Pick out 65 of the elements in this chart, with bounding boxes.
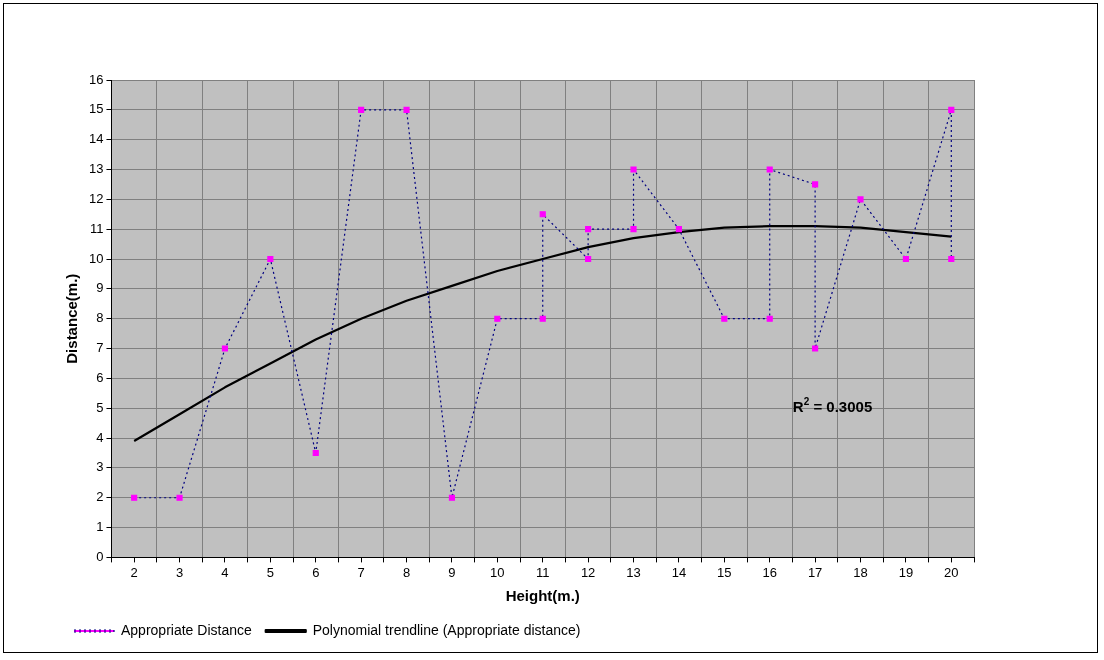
x-tick-label: 3 [175,564,184,580]
point [766,315,773,322]
x-tick-label: 20 [944,564,959,580]
x-tick-label: 7 [357,564,365,580]
x-tick-label: 2 [130,564,138,580]
point [675,226,682,233]
y-tick-label: 8 [96,310,104,326]
x-tick-label: 4 [221,564,229,580]
point [721,315,728,322]
point [630,226,637,233]
point [358,106,365,113]
x-tick-label: 8 [402,564,411,580]
y-tick-label: 12 [88,190,104,206]
legend-label: Polynomial trendline (Appropriate distance) [312,621,581,638]
y-tick-label: 4 [96,429,104,445]
point [902,255,909,263]
point [403,106,410,113]
y-tick-label: 7 [96,340,104,356]
y-tick-label: 10 [88,250,104,266]
y-tick-label: 13 [88,161,104,177]
x-tick-label: 19 [898,564,914,580]
point [630,166,637,173]
point [312,449,319,457]
point [948,255,955,263]
y-tick-label: 3 [96,459,104,475]
x-tick-label: 14 [671,564,687,580]
point [948,106,955,113]
x-tick-label: 15 [717,564,732,580]
x-tick-label: 6 [312,564,320,580]
point [585,226,592,233]
y-tick-label: 16 [88,71,104,87]
x-tick-label: 10 [490,564,505,580]
point [131,494,138,501]
point [448,494,456,501]
y-tick-label: 9 [96,280,104,296]
point [812,181,819,188]
x-tick-label: 12 [580,564,596,580]
y-tick-label: 11 [89,220,104,236]
x-tick-label: 17 [807,564,823,580]
point [494,315,501,322]
y-tick-label: 5 [96,399,104,415]
point [539,211,546,218]
y-tick-label: 15 [88,101,104,117]
point [267,255,274,263]
x-tick-label: 5 [266,564,274,580]
point [176,494,183,501]
point [857,196,864,203]
y-tick-label: 14 [88,131,104,147]
y-axis-title: Distance(m.) [63,273,81,364]
y-tick-label: 1 [96,519,104,535]
x-tick-label: 18 [853,564,868,580]
y-tick-label: 0 [96,548,104,564]
x-axis-title: Height(m.) [505,587,580,605]
y-tick-label: 6 [96,369,104,385]
point [221,345,229,352]
x-tick-label: 16 [762,564,777,580]
legend-label: Appropriate Distance [121,621,252,638]
point [585,255,592,263]
point [766,166,773,173]
y-tick-label: 2 [96,489,104,505]
point [812,345,819,352]
x-tick-label: 9 [448,564,456,580]
x-tick-label: 13 [626,564,641,580]
x-tick-label: 11 [535,564,550,580]
point [539,315,546,322]
